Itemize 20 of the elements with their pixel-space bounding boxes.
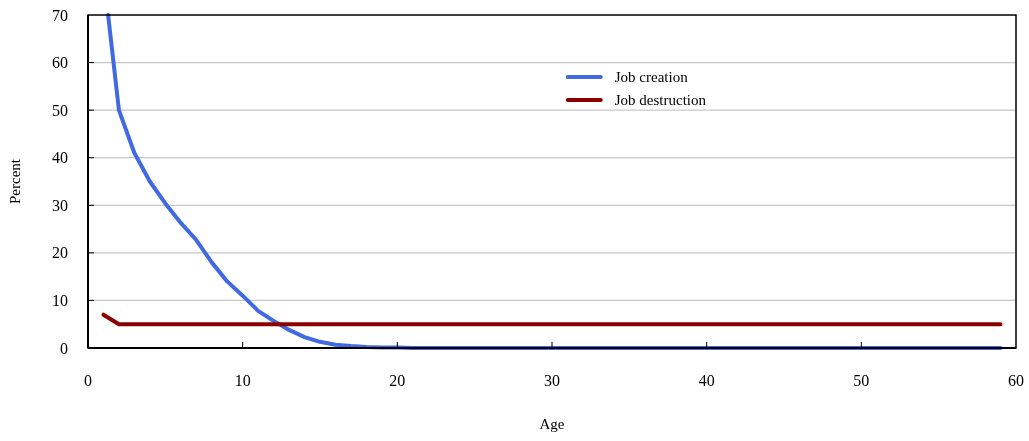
y-tick-label: 60	[52, 54, 68, 72]
y-tick-label: 50	[52, 101, 68, 119]
x-tick-label: 10	[234, 372, 251, 389]
line-series	[106, 13, 1003, 350]
y-tick-label: 40	[52, 149, 68, 167]
x-tick-label: 50	[853, 372, 870, 389]
y-tick-label: 0	[60, 339, 68, 357]
y-tick-label: 30	[52, 196, 68, 214]
y-tick-label: 10	[52, 292, 68, 310]
x-tick-label: 0	[84, 372, 92, 389]
legend-label: Job destruction	[614, 92, 707, 109]
x-tick-label: 20	[389, 372, 406, 389]
y-tick-label: 70	[52, 6, 68, 24]
x-axis-title: Age	[539, 416, 565, 432]
x-tick-label: 40	[698, 372, 715, 389]
x-tick-label: 30	[544, 372, 560, 389]
legend-label: Job creation	[614, 69, 689, 86]
x-tick-label: 60	[1008, 372, 1024, 389]
y-axis-title: Percent	[7, 158, 23, 204]
y-tick-label: 20	[52, 244, 68, 262]
